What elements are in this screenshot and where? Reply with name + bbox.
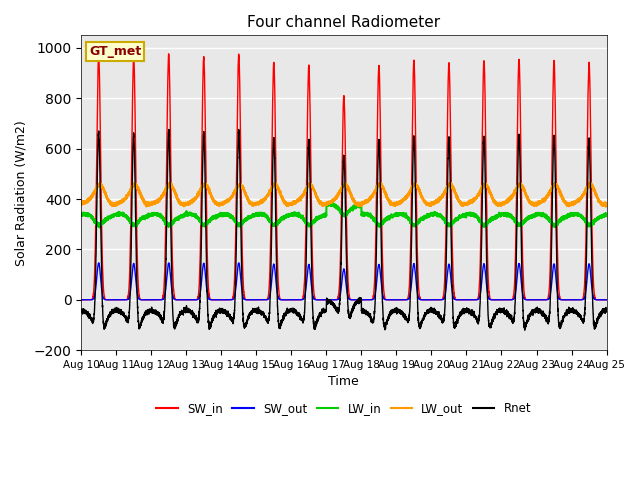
LW_out <box>476 190 484 195</box>
Text: GT_met: GT_met <box>89 45 141 58</box>
SW_out <box>326 297 333 303</box>
SW_out <box>461 297 469 303</box>
LW_in <box>256 211 264 217</box>
X-axis label: Time: Time <box>328 375 359 388</box>
LW_out <box>326 200 333 206</box>
Rnet <box>476 302 484 308</box>
SW_out <box>235 260 243 266</box>
Line: LW_out: LW_out <box>81 183 607 207</box>
LW_in <box>603 213 611 218</box>
LW_in <box>461 211 469 217</box>
Legend: SW_in, SW_out, LW_in, LW_out, Rnet: SW_in, SW_out, LW_in, LW_out, Rnet <box>152 397 536 420</box>
LW_in <box>326 201 334 207</box>
LW_in <box>325 200 333 205</box>
Rnet <box>326 299 333 304</box>
LW_out <box>574 198 582 204</box>
SW_in <box>77 297 85 303</box>
Rnet <box>77 309 85 314</box>
LW_in <box>77 212 85 217</box>
LW_out <box>461 201 469 207</box>
SW_in <box>574 297 582 303</box>
Line: Rnet: Rnet <box>81 130 607 330</box>
LW_out <box>602 204 610 210</box>
Rnet <box>256 309 264 315</box>
Rnet <box>603 309 611 314</box>
LW_in <box>574 213 582 219</box>
LW_out <box>603 201 611 206</box>
SW_out <box>580 295 588 300</box>
SW_out <box>574 297 582 303</box>
Line: LW_in: LW_in <box>81 203 607 228</box>
Y-axis label: Solar Radiation (W/m2): Solar Radiation (W/m2) <box>15 120 28 265</box>
Rnet <box>521 327 529 333</box>
Line: SW_in: SW_in <box>81 54 607 300</box>
LW_in <box>580 215 588 221</box>
SW_out <box>256 297 264 303</box>
LW_out <box>256 201 264 207</box>
SW_out <box>476 292 484 298</box>
LW_out <box>77 201 85 206</box>
Title: Four channel Radiometer: Four channel Radiometer <box>247 15 440 30</box>
SW_in <box>461 297 469 303</box>
Rnet <box>580 310 588 315</box>
SW_in <box>476 266 484 272</box>
Rnet <box>235 127 243 132</box>
SW_in <box>326 297 333 303</box>
Line: SW_out: SW_out <box>81 263 607 300</box>
SW_in <box>603 297 611 303</box>
LW_out <box>580 191 588 197</box>
SW_in <box>165 51 173 57</box>
SW_in <box>256 297 264 303</box>
Rnet <box>461 308 469 313</box>
LW_out <box>585 180 593 186</box>
Rnet <box>574 312 582 317</box>
SW_in <box>580 283 588 288</box>
LW_in <box>476 220 484 226</box>
SW_out <box>77 297 85 303</box>
SW_out <box>603 297 611 303</box>
LW_in <box>96 225 104 230</box>
